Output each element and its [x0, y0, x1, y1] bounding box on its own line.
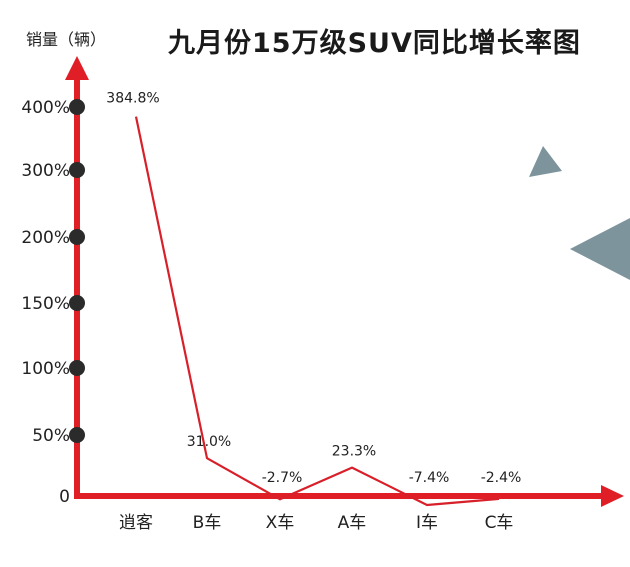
decor-triangle-large	[570, 218, 630, 280]
y-tick-marker	[69, 295, 85, 311]
series-line	[134, 116, 500, 507]
axes	[65, 56, 624, 507]
x-category-label: A车	[338, 513, 367, 533]
x-axis-arrow	[601, 485, 624, 507]
y-tick-label: 150%	[21, 294, 70, 314]
y-tick-marker	[69, 229, 85, 245]
data-label: -7.4%	[409, 470, 450, 486]
x-category-label: I车	[416, 513, 438, 533]
data-label: -2.7%	[262, 470, 303, 486]
y-tick-label: 0	[59, 487, 70, 507]
chart-title: 九月份15万级SUV同比增长率图	[168, 27, 581, 59]
data-label: 384.8%	[106, 91, 159, 107]
data-label: 31.0%	[187, 434, 231, 450]
x-category-label: C车	[485, 513, 514, 533]
data-label: -2.4%	[481, 470, 522, 486]
y-tick-label: 400%	[21, 98, 70, 118]
x-category-label: X车	[266, 513, 295, 533]
decor-triangle-small	[529, 146, 562, 177]
y-tick-label: 100%	[21, 359, 70, 379]
y-axis-arrow	[65, 56, 89, 80]
y-tick-marker	[69, 427, 85, 443]
x-category-label: B车	[193, 513, 222, 533]
y-tick-marker	[69, 360, 85, 376]
data-label: 23.3%	[332, 444, 376, 460]
y-ticks: 400% 300% 200% 150% 100% 50% 0	[21, 98, 85, 507]
y-tick-label: 300%	[21, 161, 70, 181]
x-category-label: 逍客	[119, 513, 153, 533]
y-tick-label: 200%	[21, 228, 70, 248]
y-tick-label: 50%	[32, 426, 70, 446]
y-tick-marker	[69, 162, 85, 178]
y-tick-marker	[69, 99, 85, 115]
x-categories: 逍客 B车 X车 A车 I车 C车	[119, 513, 513, 533]
data-labels: 384.8% 31.0% -2.7% 23.3% -7.4% -2.4%	[106, 91, 521, 486]
y-axis-label: 销量（辆）	[26, 30, 106, 49]
